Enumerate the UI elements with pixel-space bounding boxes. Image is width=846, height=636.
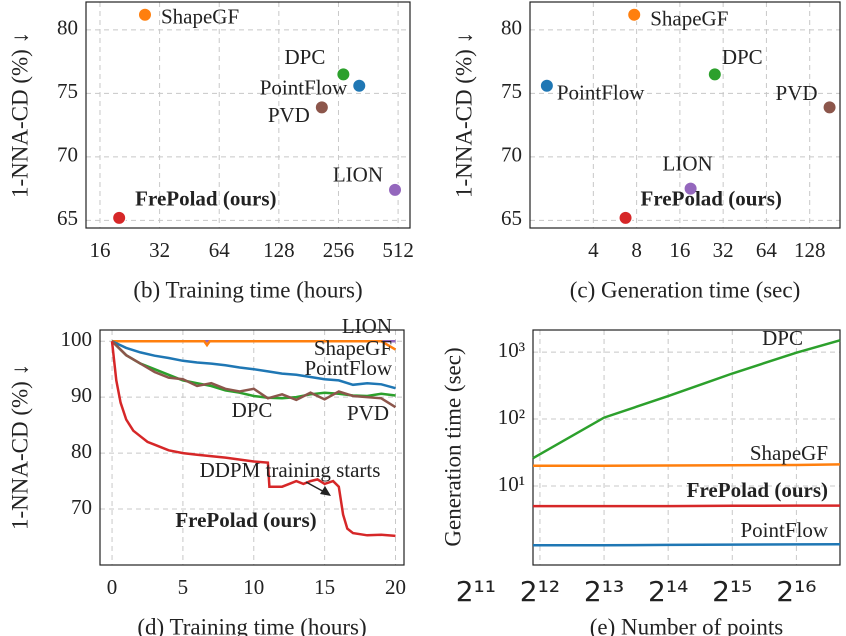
y-tick-label: 100 [61, 327, 93, 351]
x-tick-label: 16 [89, 238, 110, 262]
y-tick-label: 80 [57, 16, 78, 40]
x-tick-label: 16 [669, 238, 690, 262]
series-line [533, 504, 840, 508]
series-line [111, 340, 396, 390]
series-label: DPC [762, 326, 803, 350]
series-label: FrePolad (ours) [175, 508, 316, 532]
point-label: LION [663, 151, 713, 175]
series-line [111, 340, 397, 409]
point-label: ShapeGF [161, 5, 239, 29]
point [388, 182, 403, 197]
x-tick-label: 15 [314, 575, 335, 599]
point [539, 78, 554, 93]
x-tick-label: 2¹¹ [456, 575, 496, 608]
x-tick-label: 128 [794, 238, 826, 262]
point [707, 67, 722, 82]
x-tick-label: 64 [209, 238, 231, 262]
y-tick-label: 10¹ [498, 472, 525, 496]
series-label: ShapeGF [750, 441, 828, 465]
y-tick-label: 65 [501, 206, 522, 230]
series-label: PointFlow [304, 356, 392, 380]
x-tick-label: 32 [713, 238, 734, 262]
x-tick-label: 20 [385, 575, 406, 599]
x-tick-label: 2¹³ [584, 575, 624, 608]
arrow-head [320, 486, 331, 496]
series-label: PVD [347, 401, 389, 425]
point-label: PVD [268, 103, 310, 127]
point-label: PointFlow [557, 81, 645, 105]
y-tick-label: 10³ [498, 338, 525, 362]
y-tick-label: 70 [71, 495, 92, 519]
point-label: ShapeGF [650, 7, 728, 31]
x-tick-label: 4 [588, 238, 599, 262]
series-label: ShapeGF [314, 336, 392, 360]
point [336, 67, 351, 82]
series-line [533, 463, 841, 468]
x-tick-label: 32 [149, 238, 170, 262]
x-tick-label: 10 [243, 575, 264, 599]
y-tick-label: 65 [57, 206, 78, 230]
x-tick-label: 8 [631, 238, 642, 262]
point [314, 100, 329, 115]
point-label: FrePolad (ours) [135, 187, 276, 211]
x-axis-label: (d) Training time (hours) [137, 614, 366, 636]
x-axis-label: (b) Training time (hours) [133, 277, 362, 302]
point-label: PVD [776, 81, 818, 105]
series-label: LION [342, 314, 392, 338]
x-tick-label: 0 [107, 575, 118, 599]
axes-frame [529, 1, 841, 229]
x-tick-label: 128 [263, 238, 295, 262]
point-label: FrePolad (ours) [641, 187, 782, 211]
point [137, 7, 152, 22]
x-tick-label: 2¹⁶ [776, 575, 816, 608]
point-label: LION [333, 163, 383, 187]
point-label: PointFlow [260, 76, 348, 100]
annotation: DDPM training starts [200, 458, 381, 482]
y-tick-label: 90 [71, 383, 92, 407]
x-axis-label: (c) Generation time (sec) [570, 277, 801, 302]
x-tick-label: 256 [323, 238, 355, 262]
y-axis-label: Generation time (sec) [440, 347, 465, 546]
point [618, 210, 633, 225]
series-line [112, 339, 397, 351]
y-axis-label: 1-NNA-CD (%) ↓ [7, 32, 32, 198]
y-tick-label: 80 [501, 16, 522, 40]
y-tick-label: 80 [71, 439, 92, 463]
point [627, 7, 642, 22]
y-tick-label: 70 [501, 143, 522, 167]
x-tick-label: 2¹⁵ [712, 575, 752, 608]
y-tick-label: 75 [501, 79, 522, 103]
x-axis-label: (e) Number of points [590, 614, 784, 636]
series-line [533, 542, 841, 547]
y-tick-label: 75 [57, 79, 78, 103]
x-tick-label: 512 [382, 238, 414, 262]
series-label: DPC [232, 398, 273, 422]
y-tick-label: 10² [498, 405, 525, 429]
point [822, 100, 837, 115]
series-label: PointFlow [740, 518, 828, 542]
y-axis-label: 1-NNA-CD (%) ↓ [451, 32, 476, 198]
x-tick-label: 5 [178, 575, 189, 599]
series-line [532, 339, 841, 460]
y-tick-label: 70 [57, 143, 78, 167]
point [112, 210, 127, 225]
y-axis-label: 1-NNA-CD (%) ↓ [7, 364, 32, 530]
axes-frame [532, 329, 841, 566]
axes-frame [85, 1, 411, 229]
point [352, 78, 367, 93]
point [683, 181, 698, 196]
point-label: DPC [285, 45, 326, 69]
x-tick-label: 64 [756, 238, 778, 262]
x-tick-label: 2¹⁴ [648, 575, 688, 608]
point-label: DPC [722, 45, 763, 69]
series-line [110, 341, 396, 538]
axes-frame [99, 329, 405, 566]
x-tick-label: 2¹² [520, 575, 560, 608]
series-label: FrePolad (ours) [687, 478, 828, 502]
